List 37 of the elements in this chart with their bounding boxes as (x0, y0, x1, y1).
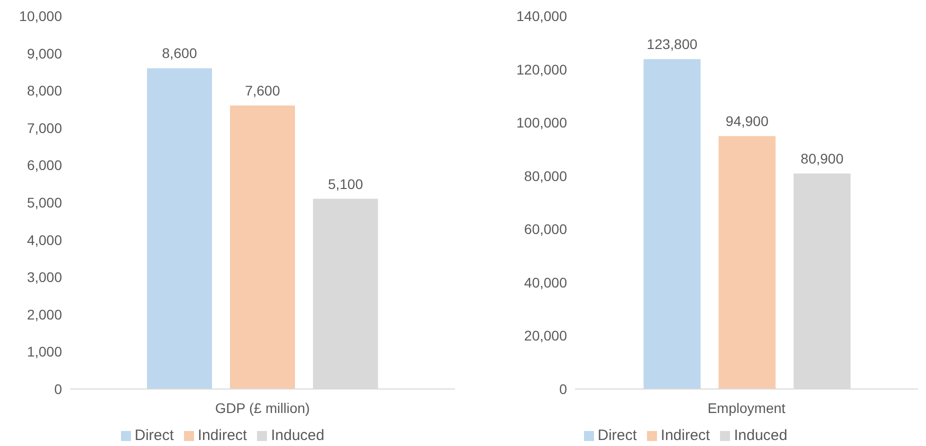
bar (718, 136, 776, 389)
legend-label: Indirect (660, 427, 710, 444)
legend-label: Indirect (198, 427, 247, 444)
x-tick-label: GDP (£ million) (215, 400, 310, 416)
x-tick-label: Employment (708, 400, 786, 416)
legend-label: Induced (270, 427, 324, 444)
y-tick-label: 100,000 (516, 114, 568, 131)
y-tick-label: 0 (54, 380, 62, 397)
y-tick-label: 5,000 (26, 194, 62, 210)
text: 8,600 (162, 45, 198, 62)
y-tick-label: 8,000 (26, 82, 62, 99)
bar (147, 68, 212, 389)
legend-label: Direct (134, 427, 174, 444)
bar (644, 59, 701, 389)
y-tick-label: 9,000 (26, 45, 62, 62)
y-tick-label: 40,000 (524, 274, 568, 290)
y-tick-label: 140,000 (516, 8, 568, 24)
legend-label: Induced (734, 427, 788, 444)
y-tick-label: 10,000 (19, 8, 62, 24)
y-tick-label: 0 (559, 380, 568, 397)
y-tick-label: 4,000 (26, 232, 62, 248)
y-tick-label: 60,000 (524, 221, 568, 238)
text: 94,900 (726, 113, 769, 130)
y-tick-label: 7,000 (26, 120, 62, 136)
y-tick-label: 80,000 (524, 168, 568, 184)
y-tick-label: 1,000 (26, 344, 62, 360)
bar (230, 106, 295, 389)
text: 5,100 (328, 176, 364, 192)
text: 80,900 (800, 150, 844, 166)
y-tick-label: 6,000 (26, 157, 62, 174)
text: 123,800 (646, 36, 698, 52)
legend-label: Direct (598, 427, 637, 444)
y-tick-label: 2,000 (26, 306, 62, 322)
y-tick-label: 120,000 (516, 61, 568, 78)
y-tick-label: 20,000 (524, 328, 568, 344)
text: 7,600 (244, 82, 280, 99)
y-tick-label: 3,000 (26, 269, 62, 286)
